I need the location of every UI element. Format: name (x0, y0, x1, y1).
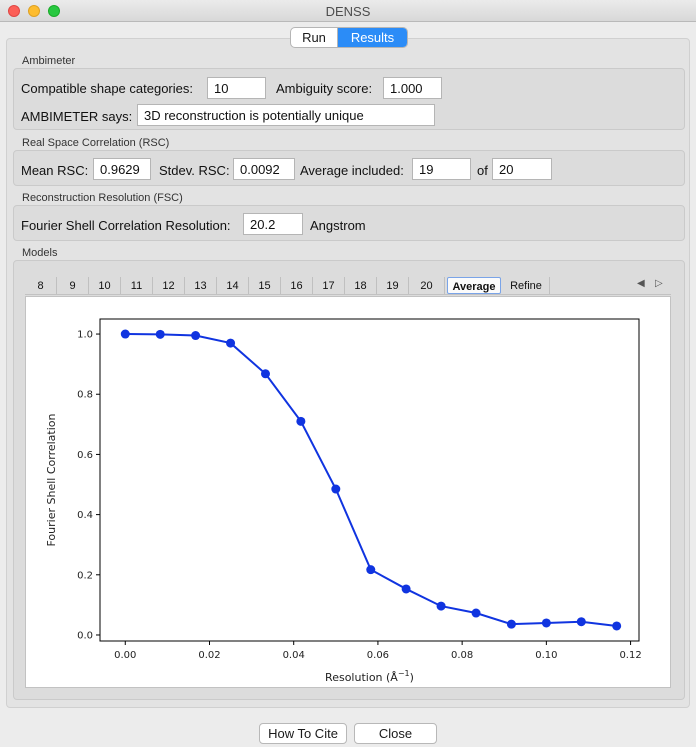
model-tab-15[interactable]: 15 (249, 277, 281, 294)
minimize-window-icon[interactable] (28, 5, 40, 17)
mode-segmented-control: Run Results (290, 27, 408, 48)
model-tab-8[interactable]: 8 (25, 277, 57, 294)
model-tab-11[interactable]: 11 (121, 277, 153, 294)
fsc-resolution-field[interactable]: 20.2 (243, 213, 303, 235)
fsc-resolution-label: Fourier Shell Correlation Resolution: (21, 218, 231, 233)
model-tab-refine[interactable]: Refine (503, 277, 550, 294)
average-included-label: Average included: (300, 163, 404, 178)
plot-frame (99, 318, 640, 642)
mean-rsc-label: Mean RSC: (21, 163, 89, 178)
x-tick-label: 0.12 (619, 650, 641, 661)
stdev-rsc-field[interactable]: 0.0092 (233, 158, 295, 180)
y-tick-label: 0.2 (77, 570, 93, 581)
model-tab-16[interactable]: 16 (281, 277, 313, 294)
fsc-data-point (366, 565, 376, 575)
fsc-group: Fourier Shell Correlation Resolution: 20… (13, 205, 685, 241)
y-tick-label: 1.0 (77, 330, 93, 341)
model-tab-13[interactable]: 13 (185, 277, 217, 294)
y-tick-label: 0.4 (77, 510, 93, 521)
model-tab-12[interactable]: 12 (153, 277, 185, 294)
ambimeter-group: Compatible shape categories: 10 Ambiguit… (13, 68, 685, 130)
fsc-data-point (226, 338, 236, 348)
model-tab-17[interactable]: 17 (313, 277, 345, 294)
stdev-rsc-label: Stdev. RSC: (159, 163, 230, 178)
model-tab-9[interactable]: 9 (57, 277, 89, 294)
fsc-data-point (401, 584, 411, 594)
x-tick-label: 0.08 (451, 650, 473, 661)
model-tab-19[interactable]: 19 (377, 277, 409, 294)
maximize-window-icon[interactable] (48, 5, 60, 17)
x-tick-label: 0.00 (114, 650, 136, 661)
model-tab-20[interactable]: 20 (409, 277, 445, 294)
title-bar: DENSS (0, 0, 696, 22)
y-axis-label: Fourier Shell Correlation (45, 413, 58, 546)
x-tick-label: 0.06 (367, 650, 389, 661)
how-to-cite-button[interactable]: How To Cite (259, 723, 347, 744)
x-axis-label: Resolution (Å−1) (325, 669, 414, 684)
fsc-data-point (120, 329, 130, 339)
categories-label: Compatible shape categories: (21, 81, 193, 96)
fsc-data-point (541, 618, 551, 628)
total-models-field[interactable]: 20 (492, 158, 552, 180)
y-tick-label: 0.0 (77, 630, 93, 641)
window-title: DENSS (325, 4, 371, 19)
tab-results[interactable]: Results (338, 28, 407, 47)
categories-field[interactable]: 10 (207, 77, 266, 99)
fsc-plot-area: 0.00 0.02 0.04 0.06 0.08 0.10 0.12 0.0 0.2 0.4 0.6… (25, 296, 671, 688)
ambiguity-score-label: Ambiguity score: (276, 81, 373, 96)
average-included-field[interactable]: 19 (412, 158, 471, 180)
ambimeter-says-field[interactable]: 3D reconstruction is potentially unique (137, 104, 435, 126)
ambimeter-section-label: Ambimeter (22, 55, 76, 67)
x-tick-label: 0.10 (535, 650, 557, 661)
ambiguity-score-field[interactable]: 1.000 (383, 77, 442, 99)
close-button[interactable]: Close (354, 723, 437, 744)
tab-run[interactable]: Run (291, 28, 338, 47)
fsc-data-point (612, 621, 622, 631)
rsc-section-label: Real Space Correlation (RSC) (22, 137, 170, 149)
fsc-unit-label: Angstrom (310, 218, 366, 233)
y-tick-label: 0.6 (77, 450, 93, 461)
tab-scroll-left-icon[interactable]: ◀ (637, 278, 645, 289)
ambimeter-says-label: AMBIMETER says: (21, 109, 133, 124)
fsc-data-point (471, 608, 481, 618)
of-label: of (477, 163, 488, 178)
mean-rsc-field[interactable]: 0.9629 (93, 158, 151, 180)
x-tick-label: 0.02 (198, 650, 220, 661)
fsc-section-label: Reconstruction Resolution (FSC) (22, 192, 183, 204)
fsc-data-point (576, 617, 586, 627)
fsc-data-point (296, 416, 306, 426)
model-tab-18[interactable]: 18 (345, 277, 377, 294)
fsc-data-point (155, 329, 165, 339)
fsc-data-point (191, 331, 201, 341)
model-tab-average[interactable]: Average (447, 277, 501, 294)
close-window-icon[interactable] (8, 5, 20, 17)
models-section-label: Models (22, 247, 58, 259)
fsc-data-point (436, 601, 446, 611)
model-tab-14[interactable]: 14 (217, 277, 249, 294)
tab-scroll-right-icon[interactable]: ▷ (655, 278, 663, 289)
x-tick-label: 0.04 (283, 650, 305, 661)
rsc-group: Mean RSC: 0.9629 Stdev. RSC: 0.0092 Aver… (13, 150, 685, 186)
y-tick-label: 0.8 (77, 390, 93, 401)
fsc-data-point (331, 484, 341, 494)
model-tab-10[interactable]: 10 (89, 277, 121, 294)
fsc-data-point (506, 619, 516, 629)
fsc-data-point (260, 369, 270, 379)
fsc-chart: 0.00 0.02 0.04 0.06 0.08 0.10 0.12 0.0 0.2 0.4 0.6… (45, 318, 642, 684)
models-tab-strip: 8 9 10 11 12 13 14 15 16 17 18 19 20 Ave… (25, 277, 671, 295)
